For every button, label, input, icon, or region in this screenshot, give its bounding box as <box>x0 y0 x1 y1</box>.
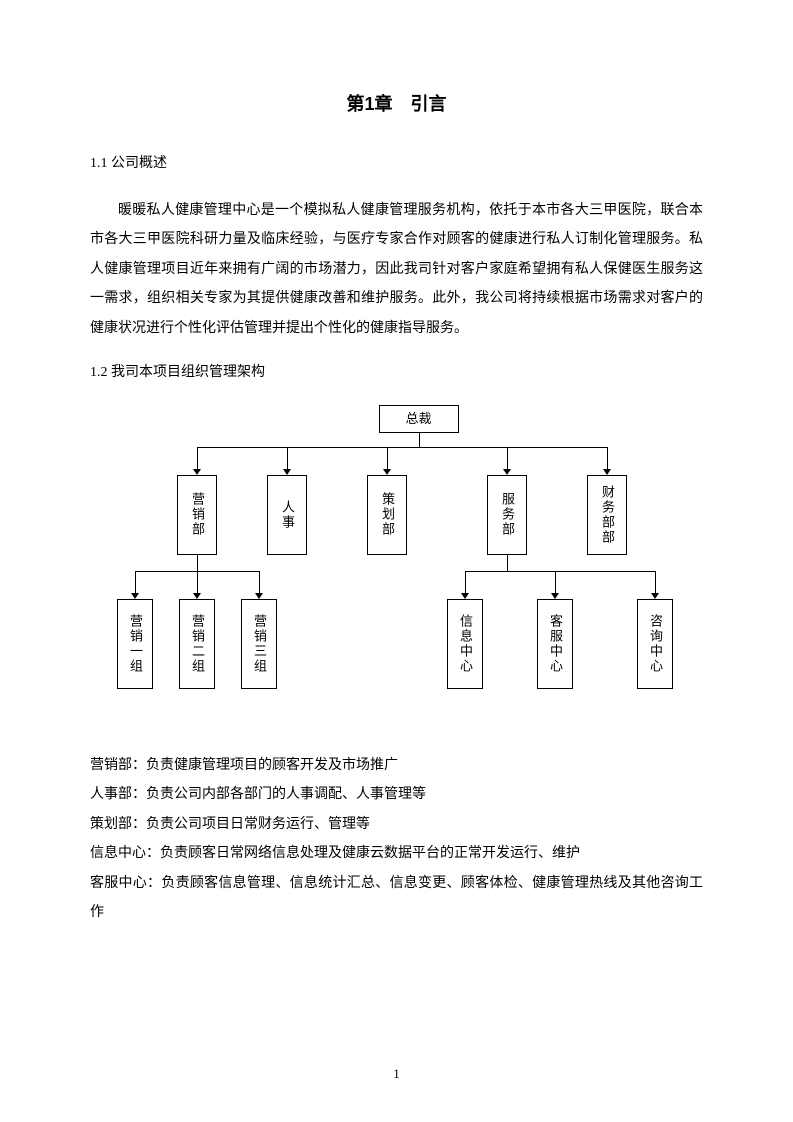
connector <box>507 447 508 469</box>
connector <box>197 571 198 593</box>
connector <box>197 555 198 571</box>
page-number: 1 <box>0 1066 793 1082</box>
org-node-root-label: 总裁 <box>405 411 431 428</box>
dept-desc-cs-center: 客服中心：负责顾客信息管理、信息统计汇总、信息变更、顾客体检、健康管理热线及其他… <box>90 869 703 928</box>
connector <box>465 571 655 572</box>
dept-desc-hr: 人事部：负责公司内部各部门的人事调配、人事管理等 <box>90 780 703 809</box>
org-label: 策划部 <box>378 492 395 537</box>
connector <box>607 447 608 469</box>
connector <box>259 571 260 593</box>
section-1-1-heading: 1.1 公司概述 <box>90 152 703 172</box>
org-node-sales-2: 营销二组 <box>179 599 215 689</box>
org-chart: 总裁 营销部 人事 策划部 服务部 财务部部 营销一组 营销二组 营销三组 信息… <box>117 405 677 715</box>
dept-desc-marketing: 营销部：负责健康管理项目的顾客开发及市场推广 <box>90 751 703 780</box>
chapter-title: 第1章 引言 <box>90 90 703 116</box>
org-node-finance: 财务部部 <box>587 475 627 555</box>
org-label: 客服中心 <box>546 614 563 674</box>
connector <box>135 571 136 593</box>
org-node-root: 总裁 <box>379 405 459 433</box>
connector <box>287 447 288 469</box>
connector <box>555 571 556 593</box>
org-label: 咨询中心 <box>646 614 663 674</box>
org-node-service: 服务部 <box>487 475 527 555</box>
org-label: 营销部 <box>188 492 205 537</box>
paragraph-company-overview: 暖暖私人健康管理中心是一个模拟私人健康管理服务机构，依托于本市各大三甲医院，联合… <box>90 196 703 343</box>
section-1-2-heading: 1.2 我司本项目组织管理架构 <box>90 361 703 381</box>
org-node-marketing: 营销部 <box>177 475 217 555</box>
dept-desc-planning: 策划部：负责公司项目日常财务运行、管理等 <box>90 810 703 839</box>
connector <box>507 555 508 571</box>
org-label: 财务部部 <box>598 485 615 545</box>
org-label: 营销三组 <box>250 614 267 674</box>
connector <box>197 447 607 448</box>
connector <box>387 447 388 469</box>
org-node-sales-3: 营销三组 <box>241 599 277 689</box>
org-node-hr: 人事 <box>267 475 307 555</box>
connector <box>419 433 420 447</box>
org-label: 信息中心 <box>456 614 473 674</box>
org-label: 服务部 <box>498 492 515 537</box>
connector <box>465 571 466 593</box>
org-node-sales-1: 营销一组 <box>117 599 153 689</box>
org-label: 营销一组 <box>126 614 143 674</box>
org-node-cs-center: 客服中心 <box>537 599 573 689</box>
org-node-info-center: 信息中心 <box>447 599 483 689</box>
connector <box>197 447 198 469</box>
connector <box>655 571 656 593</box>
org-node-consult-center: 咨询中心 <box>637 599 673 689</box>
org-label: 营销二组 <box>188 614 205 674</box>
dept-desc-info-center: 信息中心：负责顾客日常网络信息处理及健康云数据平台的正常开发运行、维护 <box>90 839 703 868</box>
org-node-planning: 策划部 <box>367 475 407 555</box>
org-label: 人事 <box>278 500 295 530</box>
